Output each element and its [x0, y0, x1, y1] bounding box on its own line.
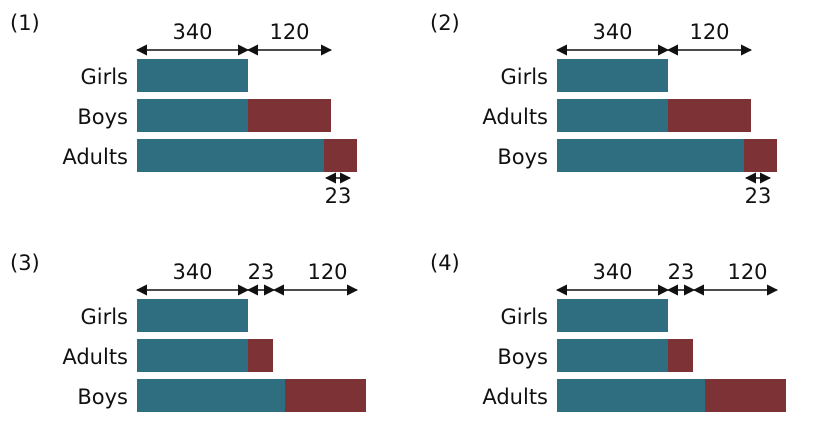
- bar-base: [137, 139, 324, 172]
- bar-base: [137, 99, 248, 132]
- bar-extra: [248, 339, 273, 372]
- dimension-label: 23: [668, 260, 695, 284]
- row-label: Adults: [482, 105, 548, 129]
- bar-base: [137, 299, 248, 332]
- bar-base: [557, 59, 668, 92]
- dimension-label: 120: [269, 20, 309, 44]
- panel-label: (4): [430, 251, 460, 275]
- dimension-label: 340: [592, 260, 632, 284]
- bar-extra: [668, 99, 751, 132]
- bar-base: [557, 339, 668, 372]
- row-label: Girls: [500, 305, 548, 329]
- bar-extra: [705, 379, 786, 412]
- bar-base: [557, 139, 744, 172]
- row-label: Girls: [500, 65, 548, 89]
- bar-base: [557, 379, 705, 412]
- dimension-label: 23: [325, 184, 352, 208]
- row-label: Boys: [497, 345, 548, 369]
- panel-label: (1): [10, 11, 40, 35]
- bar-base: [137, 59, 248, 92]
- dimension-label: 120: [727, 260, 767, 284]
- dimension-label: 120: [307, 260, 347, 284]
- bar-base: [557, 99, 668, 132]
- row-label: Adults: [482, 385, 548, 409]
- dimension-label: 120: [689, 20, 729, 44]
- bar-extra: [285, 379, 366, 412]
- dimension-label: 340: [592, 20, 632, 44]
- panel-label: (2): [430, 11, 460, 35]
- bar-base: [557, 299, 668, 332]
- panel-label: (3): [10, 251, 40, 275]
- bar-extra: [324, 139, 357, 172]
- row-label: Boys: [77, 105, 128, 129]
- bar-extra: [668, 339, 693, 372]
- dimension-label: 23: [745, 184, 772, 208]
- row-label: Girls: [80, 305, 128, 329]
- dimension-label: 23: [248, 260, 275, 284]
- bar-extra: [744, 139, 777, 172]
- row-label: Boys: [497, 145, 548, 169]
- row-label: Adults: [62, 345, 128, 369]
- row-label: Adults: [62, 145, 128, 169]
- row-label: Girls: [80, 65, 128, 89]
- row-label: Boys: [77, 385, 128, 409]
- bar-extra: [248, 99, 331, 132]
- bar-base: [137, 379, 285, 412]
- bar-base: [137, 339, 248, 372]
- dimension-label: 340: [172, 20, 212, 44]
- dimension-label: 340: [172, 260, 212, 284]
